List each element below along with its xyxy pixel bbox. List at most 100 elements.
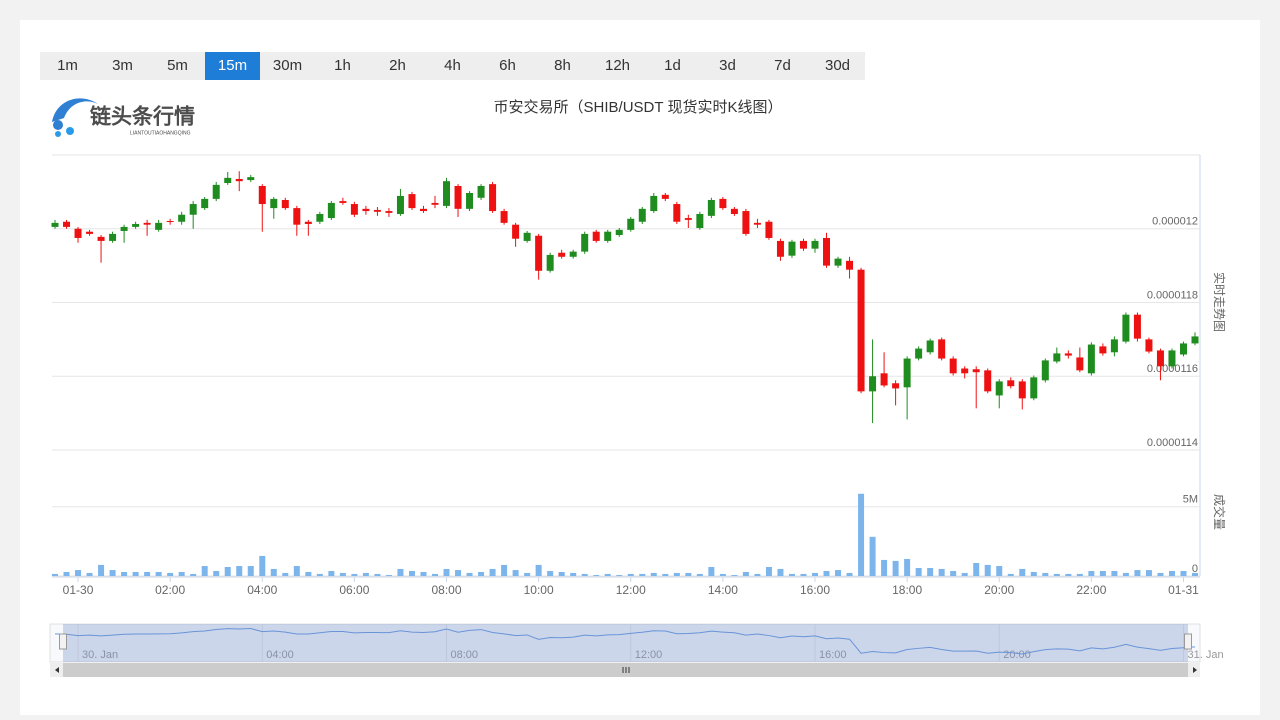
candle-body xyxy=(788,241,796,256)
candle-body xyxy=(327,202,335,219)
volume-bar xyxy=(1065,573,1072,576)
volume-bar xyxy=(927,567,934,576)
interval-button[interactable]: 1m xyxy=(57,57,78,74)
volume-bar xyxy=(501,564,508,576)
x-tick-label: 04:00 xyxy=(247,583,277,597)
candle-body xyxy=(569,251,577,257)
y-tick-label: 0.0000118 xyxy=(1147,289,1198,301)
volume-bar xyxy=(904,558,911,576)
volume-bar xyxy=(639,573,646,576)
candle-body xyxy=(915,348,923,359)
y-axis-title: 实时走势图 xyxy=(1212,272,1227,332)
candle-body xyxy=(489,184,497,212)
volume-bar xyxy=(443,568,450,576)
candle-body xyxy=(938,339,946,359)
logo-dot xyxy=(55,131,61,137)
interval-button[interactable]: 2h xyxy=(389,57,406,74)
candle-body xyxy=(846,260,854,270)
interval-button[interactable]: 1d xyxy=(664,57,681,74)
navigator-label: 16:00 xyxy=(819,649,847,661)
candle-body xyxy=(638,208,646,222)
candle-body xyxy=(1133,314,1141,339)
candle-body xyxy=(466,192,474,209)
candle-body xyxy=(1122,314,1130,342)
volume-bar xyxy=(1192,572,1198,576)
candle-body xyxy=(201,198,209,209)
interval-button[interactable]: 15m xyxy=(205,52,260,80)
interval-button[interactable]: 30d xyxy=(824,57,851,74)
volume-bar xyxy=(547,571,554,576)
volume-bar xyxy=(247,566,254,576)
volume-bar xyxy=(190,573,197,576)
volume-bar xyxy=(604,573,611,576)
candle-body xyxy=(1007,380,1015,387)
navigator-bg xyxy=(49,623,1201,663)
candle-body xyxy=(212,184,220,199)
candle-body xyxy=(385,211,393,213)
volume-bar xyxy=(731,575,738,576)
interval-button[interactable]: 3m xyxy=(112,57,133,74)
x-tick-label: 01-31 xyxy=(1168,583,1199,597)
candle-body xyxy=(1030,377,1038,399)
candle-body xyxy=(1076,357,1084,371)
volume-bar xyxy=(800,573,807,576)
candle-body xyxy=(350,204,358,215)
volume-bar xyxy=(1088,571,1095,576)
candle-body xyxy=(615,229,623,236)
volume-bar xyxy=(1180,571,1187,576)
interval-toolbar: 1m 3m 5m 15m 30m 1h 2h 4h 6h 8h 12h 1d 3d 7d 30d xyxy=(40,52,865,80)
candle-body xyxy=(86,231,94,234)
candle-body xyxy=(696,214,704,229)
interval-button[interactable]: 30m xyxy=(272,57,303,74)
candle-body xyxy=(155,222,163,230)
volume-axis-title: 成交量 xyxy=(1212,494,1227,530)
candle-body xyxy=(304,221,312,224)
candle-body xyxy=(1064,353,1072,356)
interval-button[interactable]: 7d xyxy=(774,57,791,74)
volume-tick-label: 0 xyxy=(1192,563,1198,575)
volume-bar xyxy=(823,571,830,576)
navigator-label: 04:00 xyxy=(266,649,294,661)
candle-body xyxy=(143,222,151,225)
interval-button[interactable]: 3d xyxy=(719,57,736,74)
candle-body xyxy=(961,368,969,374)
candle-body xyxy=(281,199,289,209)
volume-bar xyxy=(535,564,542,576)
volume-bar xyxy=(662,573,669,576)
candle-body xyxy=(247,177,255,181)
volume-bar xyxy=(420,571,427,576)
x-tick-label: 10:00 xyxy=(524,583,554,597)
volume-bar xyxy=(984,564,991,576)
candle-body xyxy=(512,224,520,239)
volume-bar xyxy=(362,572,369,576)
volume-bar xyxy=(259,555,266,576)
candle-body xyxy=(535,235,543,271)
candle-body xyxy=(1145,339,1153,352)
volume-bar xyxy=(754,573,761,576)
interval-button[interactable]: 8h xyxy=(554,57,571,74)
volume-bar xyxy=(282,572,289,576)
candle-body xyxy=(97,236,105,241)
volume-bar xyxy=(213,571,220,576)
volume-bar xyxy=(627,573,634,576)
volume-bar xyxy=(1099,571,1106,576)
interval-button[interactable]: 6h xyxy=(499,57,516,74)
interval-button[interactable]: 4h xyxy=(444,57,461,74)
candle-body xyxy=(857,269,865,392)
volume-bar xyxy=(178,571,185,576)
volume-bar xyxy=(63,571,70,576)
volume-bar xyxy=(696,573,703,576)
interval-button[interactable]: 1h xyxy=(334,57,351,74)
volume-bar xyxy=(1157,572,1164,576)
navigator-line xyxy=(54,628,1196,655)
volume-bar xyxy=(339,572,346,576)
candle-body xyxy=(339,201,347,203)
navigator-handle xyxy=(1184,633,1192,650)
volume-bar xyxy=(593,575,600,576)
volume-bar xyxy=(892,560,899,576)
interval-button[interactable]: 12h xyxy=(604,57,631,74)
candle-body xyxy=(1053,353,1061,362)
interval-button[interactable]: 5m xyxy=(167,57,188,74)
x-tick-label: 01-30 xyxy=(63,583,94,597)
candle-body xyxy=(258,185,266,205)
